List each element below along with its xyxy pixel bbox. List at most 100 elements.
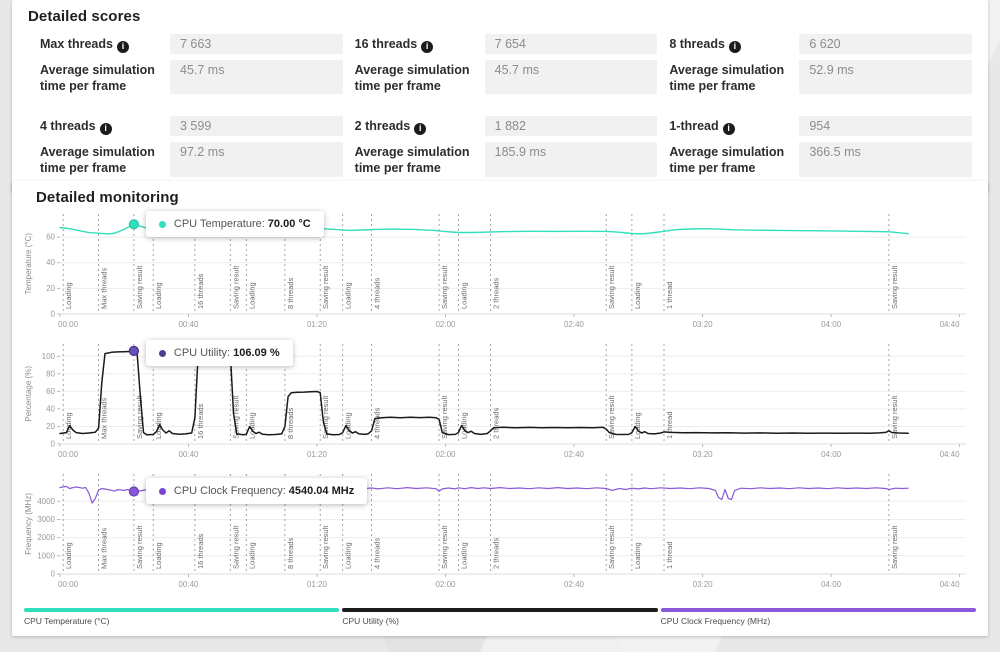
- event-label: Loading: [247, 412, 256, 439]
- x-tick-label: 02:40: [564, 450, 585, 459]
- tooltip-cpu-temperature: CPU Temperature: 70.00 °C: [145, 211, 324, 238]
- info-icon[interactable]: i: [116, 40, 129, 53]
- x-tick-label: 01:20: [307, 320, 328, 329]
- event-label: Saving result: [890, 525, 899, 569]
- event-label: Loading: [64, 412, 73, 439]
- chart-cpu-utility: Percentage (%) 0 20 40 60 80 100 Loading Max th…: [22, 340, 978, 470]
- tooltip-value: 106.09 %: [233, 347, 280, 359]
- score-value: 6 620: [799, 34, 972, 54]
- scores-grid: Max threads i 7 663 Average simulation ti…: [28, 34, 972, 183]
- event-label: Loading: [633, 282, 642, 309]
- chart-canvas-utility[interactable]: 0 20 40 60 80 100 Loading Max threads Saving res…: [34, 340, 974, 470]
- score-field: 16 threads i 7 654: [355, 34, 658, 54]
- event-label: Saving result: [890, 265, 899, 309]
- event-label: 2 threads: [492, 277, 501, 309]
- y-tick-label: 1000: [37, 551, 55, 560]
- x-tick-label: 00:00: [58, 450, 79, 459]
- tooltip-dot: [158, 349, 166, 357]
- score-value: 7 663: [170, 34, 343, 54]
- score-field: 2 threads i 1 882: [355, 116, 658, 137]
- score-label: 1-thread i: [669, 116, 799, 136]
- event-label: 8 threads: [286, 277, 295, 309]
- legend-item-cpu-clock-frequency[interactable]: CPU Clock Frequency (MHz): [660, 608, 976, 626]
- avg-time-value: 366.5 ms: [799, 142, 972, 177]
- event-label: 4 threads: [373, 277, 382, 309]
- event-label: Saving result: [321, 525, 330, 569]
- avg-time-value: 185.9 ms: [484, 142, 658, 177]
- score-field: 8 threads i 6 620: [669, 34, 972, 54]
- score-label: 4 threads i: [40, 116, 170, 136]
- series-line: [59, 222, 909, 235]
- event-label: Saving result: [890, 395, 899, 439]
- y-tick-label: 0: [51, 570, 56, 579]
- score-value: 954: [799, 116, 972, 137]
- legend-item-cpu-temperature[interactable]: CPU Temperature (°C): [24, 608, 340, 626]
- x-tick-label: 02:40: [564, 580, 585, 589]
- x-tick-label: 02:00: [435, 450, 456, 459]
- info-icon[interactable]: i: [414, 122, 427, 135]
- event-label: 1 thread: [665, 541, 674, 569]
- event-label: Loading: [154, 542, 163, 569]
- score-label: 8 threads i: [669, 34, 799, 54]
- x-tick-label: 03:20: [693, 450, 714, 459]
- score-label-text: 4 threads: [40, 119, 96, 134]
- event-label: 16 threads: [196, 403, 205, 439]
- x-tick-label: 02:00: [435, 580, 456, 589]
- event-label: 16 threads: [196, 533, 205, 569]
- event-label: Saving result: [135, 525, 144, 569]
- y-axis-title: Percentage (%): [23, 366, 33, 422]
- event-label: Loading: [459, 282, 468, 309]
- chart-cpu-clock-frequency: Frequency (MHz) 0 1000 2000 3000 4000 Loading…: [22, 470, 978, 600]
- info-icon[interactable]: i: [421, 40, 434, 53]
- avg-time-label: Average simulation time per frame: [354, 145, 470, 175]
- info-icon[interactable]: i: [728, 40, 741, 53]
- event-label: Saving result: [321, 395, 330, 439]
- info-icon[interactable]: i: [722, 122, 735, 135]
- tooltip-label: CPU Utility:: [173, 347, 231, 359]
- event-label: Loading: [247, 542, 256, 569]
- y-tick-label: 40: [46, 258, 55, 267]
- chart-canvas-frequency[interactable]: 0 1000 2000 3000 4000 Loading Max threads Savin…: [34, 470, 974, 600]
- event-label: Saving result: [231, 265, 240, 309]
- detailed-monitoring-card: Detailed monitoring Temperature (°C) 0 20…: [12, 181, 988, 636]
- event-label: 8 threads: [286, 407, 295, 439]
- avg-time-field: Average simulation time per frame 52.9 m…: [669, 60, 972, 95]
- x-tick-label: 02:00: [435, 320, 456, 329]
- legend-label: CPU Temperature (°C): [24, 616, 110, 626]
- y-tick-label: 60: [46, 233, 55, 242]
- chart-cpu-temperature: Temperature (°C) 0 20 40 60 Loading Max threa…: [22, 210, 978, 340]
- x-tick-label: 01:20: [307, 450, 328, 459]
- avg-time-value: 97.2 ms: [170, 142, 343, 177]
- legend-swatch: [660, 608, 976, 612]
- event-label: Saving result: [321, 265, 330, 309]
- score-value: 7 654: [484, 34, 658, 54]
- score-field: Max threads i 7 663: [40, 34, 343, 54]
- x-tick-label: 03:20: [693, 320, 714, 329]
- x-tick-label: 04:40: [940, 320, 961, 329]
- score-label: 16 threads i: [355, 34, 485, 54]
- score-group-max-threads: Max threads i 7 663 Average simulation ti…: [40, 34, 343, 100]
- tooltip-dot: [158, 220, 166, 228]
- score-group-2-threads: 2 threads i 1 882 Average simulation time…: [355, 116, 658, 182]
- event-label: Loading: [247, 282, 256, 309]
- event-label: Saving result: [135, 395, 144, 439]
- x-tick-label: 03:20: [693, 580, 714, 589]
- x-tick-label: 02:40: [564, 320, 585, 329]
- score-group-4-threads: 4 threads i 3 599 Average simulation time…: [40, 116, 343, 182]
- x-tick-label: 00:40: [178, 320, 199, 329]
- y-tick-label: 3000: [37, 515, 55, 524]
- chart-canvas-temperature[interactable]: 0 20 40 60 Loading Max threads Saving result Lo…: [34, 210, 974, 340]
- info-icon[interactable]: i: [99, 122, 112, 135]
- avg-time-label: Average simulation time per frame: [40, 63, 155, 93]
- monitoring-charts: Temperature (°C) 0 20 40 60 Loading Max threa…: [22, 210, 978, 600]
- score-label-text: 8 threads: [669, 37, 725, 51]
- avg-time-label: Average simulation time per frame: [669, 63, 785, 93]
- x-tick-label: 00:00: [58, 320, 79, 329]
- legend-item-cpu-utility[interactable]: CPU Utility (%): [342, 608, 658, 626]
- tooltip-cpu-utility: CPU Utility: 106.09 %: [145, 340, 293, 366]
- event-label: Loading: [64, 282, 73, 309]
- avg-time-field: Average simulation time per frame 97.2 m…: [40, 142, 343, 177]
- avg-time-field: Average simulation time per frame 366.5 …: [669, 142, 972, 177]
- y-tick-label: 80: [46, 369, 55, 378]
- series-line: [59, 349, 909, 436]
